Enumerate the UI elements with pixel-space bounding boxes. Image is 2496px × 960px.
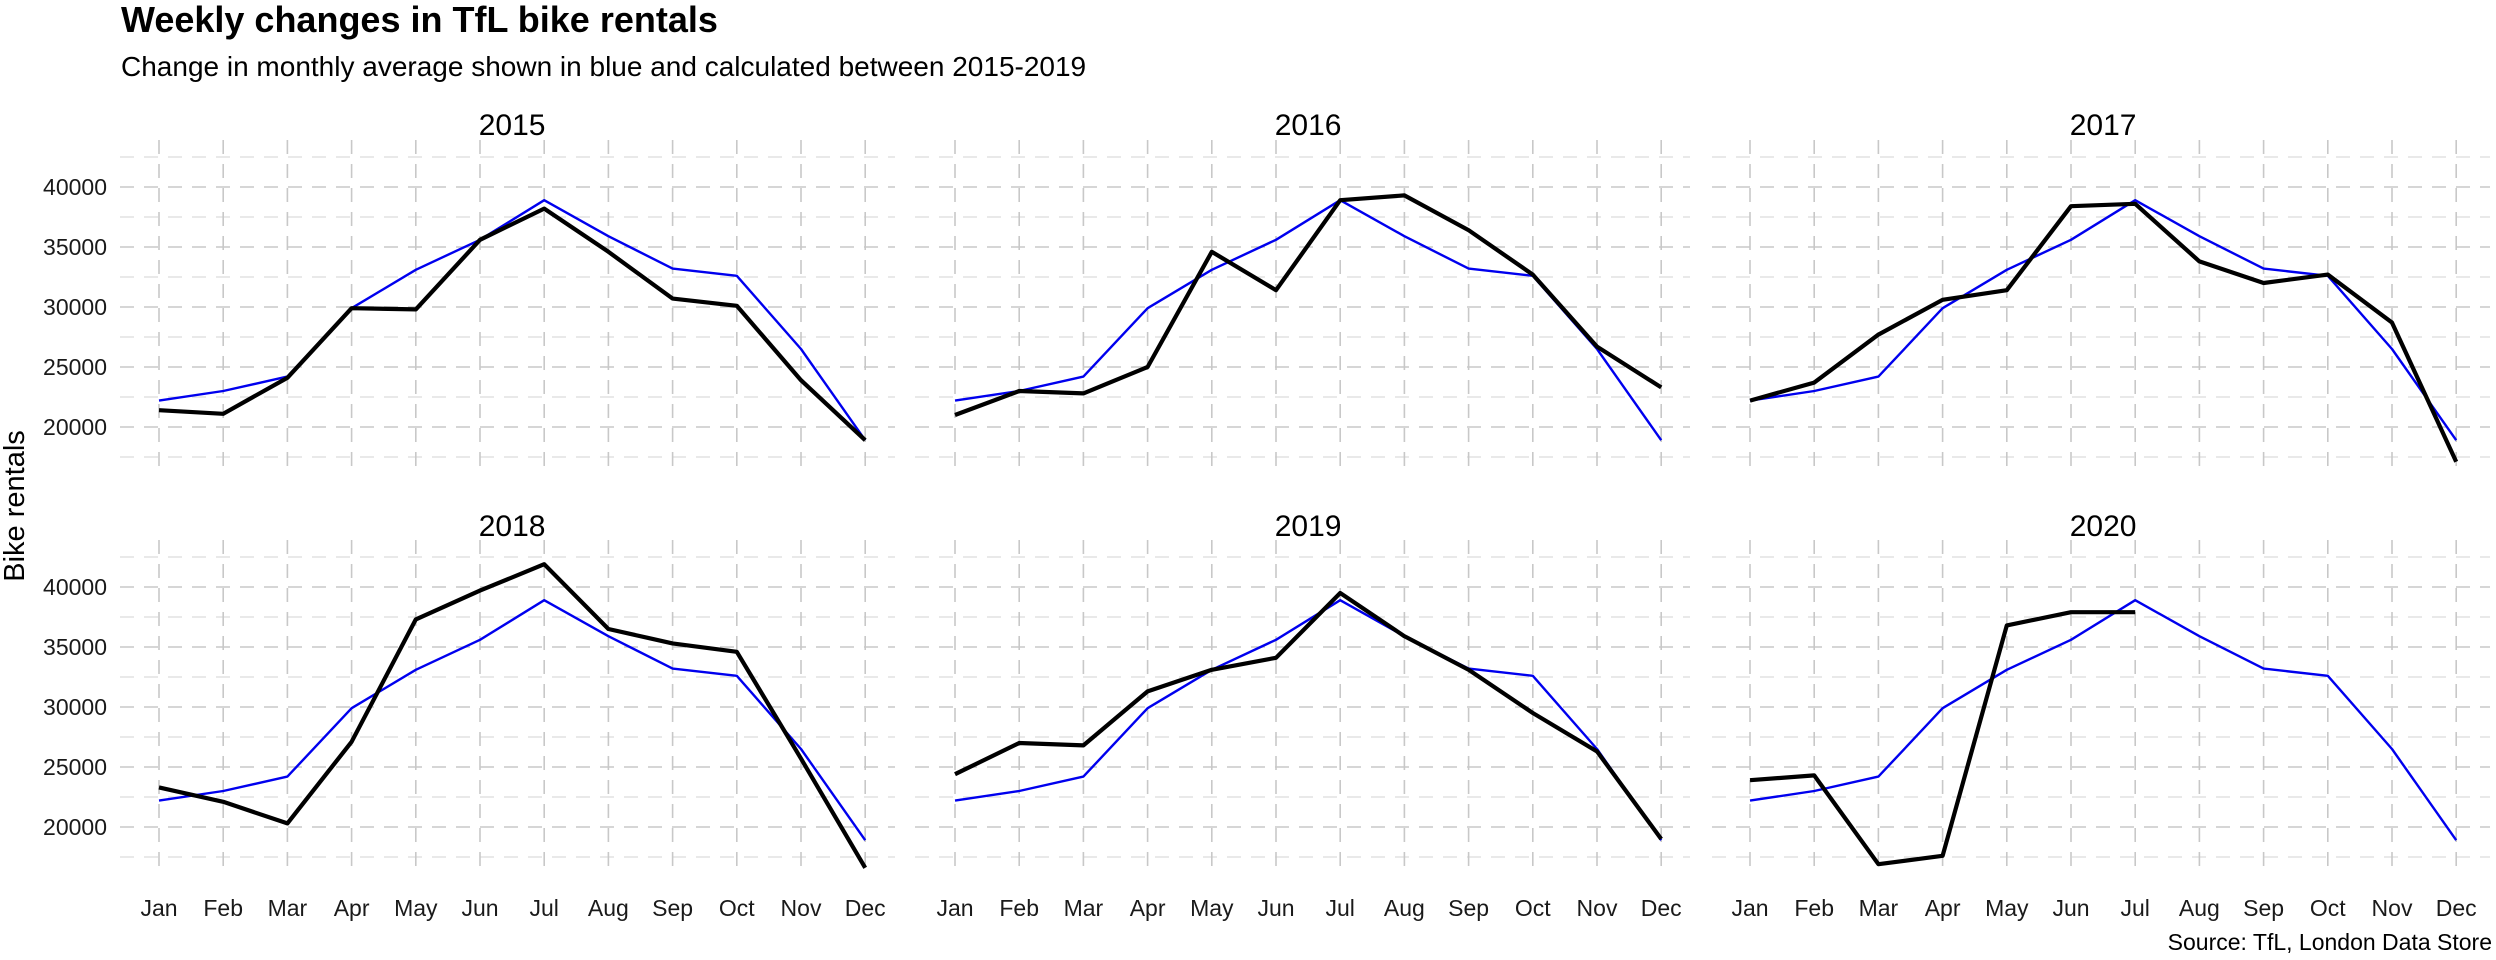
- facet-label-2020: 2020: [2070, 510, 2137, 543]
- x-tick-label-apr: Apr: [1925, 895, 1961, 921]
- y-tick-label: 20000: [43, 814, 107, 840]
- actual-line-2020: [1749, 610, 2136, 867]
- chart-caption: Source: TfL, London Data Store: [2167, 929, 2492, 955]
- x-tick-label-aug: Aug: [588, 895, 629, 921]
- x-tick-label-may: May: [1190, 895, 1234, 921]
- x-tick-label-nov: Nov: [2372, 895, 2413, 921]
- actual-line-2016: [954, 193, 1663, 417]
- facet-panel-2020: 2020 Jan Feb Mar Apr May Jun Jul Aug Sep Oct Nov Dec: [1712, 510, 2490, 921]
- y-tick-label: 30000: [43, 694, 107, 720]
- x-tick-label-jun: Jun: [1257, 895, 1294, 921]
- x-tick-label-dec: Dec: [845, 895, 886, 921]
- y-tick-label: 40000: [43, 174, 107, 200]
- average-line: [954, 599, 1663, 841]
- x-tick-label-apr: Apr: [334, 895, 370, 921]
- chart-title: Weekly changes in TfL bike rentals: [121, 0, 718, 40]
- y-tick-label: 25000: [43, 354, 107, 380]
- x-tick-label-sep: Sep: [1448, 895, 1489, 921]
- x-tick-label-nov: Nov: [781, 895, 822, 921]
- facet-label-2017: 2017: [2070, 109, 2137, 142]
- chart-subtitle: Change in monthly average shown in blue …: [121, 51, 1087, 82]
- x-tick-label-apr: Apr: [1130, 895, 1166, 921]
- x-tick-label-dec: Dec: [1641, 895, 1682, 921]
- facet-panel-2016: 2016: [915, 109, 1690, 466]
- y-tick-label: 20000: [43, 414, 107, 440]
- facet-label-2015: 2015: [479, 109, 546, 142]
- x-tick-label-mar: Mar: [1064, 895, 1104, 921]
- average-line: [158, 198, 867, 441]
- x-tick-label-sep: Sep: [652, 895, 693, 921]
- actual-line-2019: [954, 590, 1663, 841]
- average-line: [158, 599, 867, 841]
- x-tick-label-aug: Aug: [2179, 895, 2220, 921]
- y-tick-label: 35000: [43, 234, 107, 260]
- x-tick-label-dec: Dec: [2436, 895, 2477, 921]
- x-tick-label-jun: Jun: [2052, 895, 2089, 921]
- x-tick-label-oct: Oct: [2310, 895, 2346, 921]
- actual-line-2017: [1749, 201, 2459, 463]
- average-line: [1749, 599, 2458, 841]
- y-tick-label: 25000: [43, 754, 107, 780]
- facet-panel-2019: 2019 Jan Feb Mar Apr May Jun Jul Aug Sep Oct Nov Dec: [915, 510, 1690, 921]
- facet-panel-2018: 2018 20000 25000 30000 35000 40000 Jan Feb Mar Ap…: [43, 510, 895, 921]
- x-tick-label-sep: Sep: [2243, 895, 2284, 921]
- x-tick-label-oct: Oct: [719, 895, 755, 921]
- x-tick-label-jan: Jan: [1731, 895, 1768, 921]
- x-tick-label-jun: Jun: [461, 895, 498, 921]
- x-tick-label-feb: Feb: [999, 895, 1039, 921]
- x-tick-label-feb: Feb: [1794, 895, 1834, 921]
- x-tick-label-jan: Jan: [140, 895, 177, 921]
- x-tick-label-may: May: [394, 895, 438, 921]
- x-tick-label-jul: Jul: [1325, 895, 1354, 921]
- x-tick-label-jan: Jan: [936, 895, 973, 921]
- x-tick-label-mar: Mar: [268, 895, 308, 921]
- facet-label-2019: 2019: [1275, 510, 1342, 543]
- facet-panel-2015: 2015 20000 25000 30000 35000 40000: [43, 109, 895, 466]
- x-tick-label-feb: Feb: [203, 895, 243, 921]
- actual-line-2018: [158, 562, 868, 869]
- facet-label-2016: 2016: [1275, 109, 1342, 142]
- y-axis-label: Bike rentals: [0, 430, 31, 582]
- y-tick-label: 40000: [43, 574, 107, 600]
- facet-label-2018: 2018: [479, 510, 546, 543]
- x-tick-label-jul: Jul: [529, 895, 558, 921]
- y-tick-label: 30000: [43, 294, 107, 320]
- x-tick-label-oct: Oct: [1515, 895, 1551, 921]
- actual-line-2015: [158, 206, 867, 442]
- x-tick-label-nov: Nov: [1577, 895, 1618, 921]
- facet-panel-2017: 2017: [1712, 109, 2490, 466]
- x-tick-label-aug: Aug: [1384, 895, 1425, 921]
- average-line: [1749, 198, 2458, 441]
- average-line: [954, 198, 1663, 441]
- x-tick-label-may: May: [1985, 895, 2029, 921]
- x-tick-label-mar: Mar: [1859, 895, 1899, 921]
- x-tick-label-jul: Jul: [2120, 895, 2149, 921]
- y-tick-label: 35000: [43, 634, 107, 660]
